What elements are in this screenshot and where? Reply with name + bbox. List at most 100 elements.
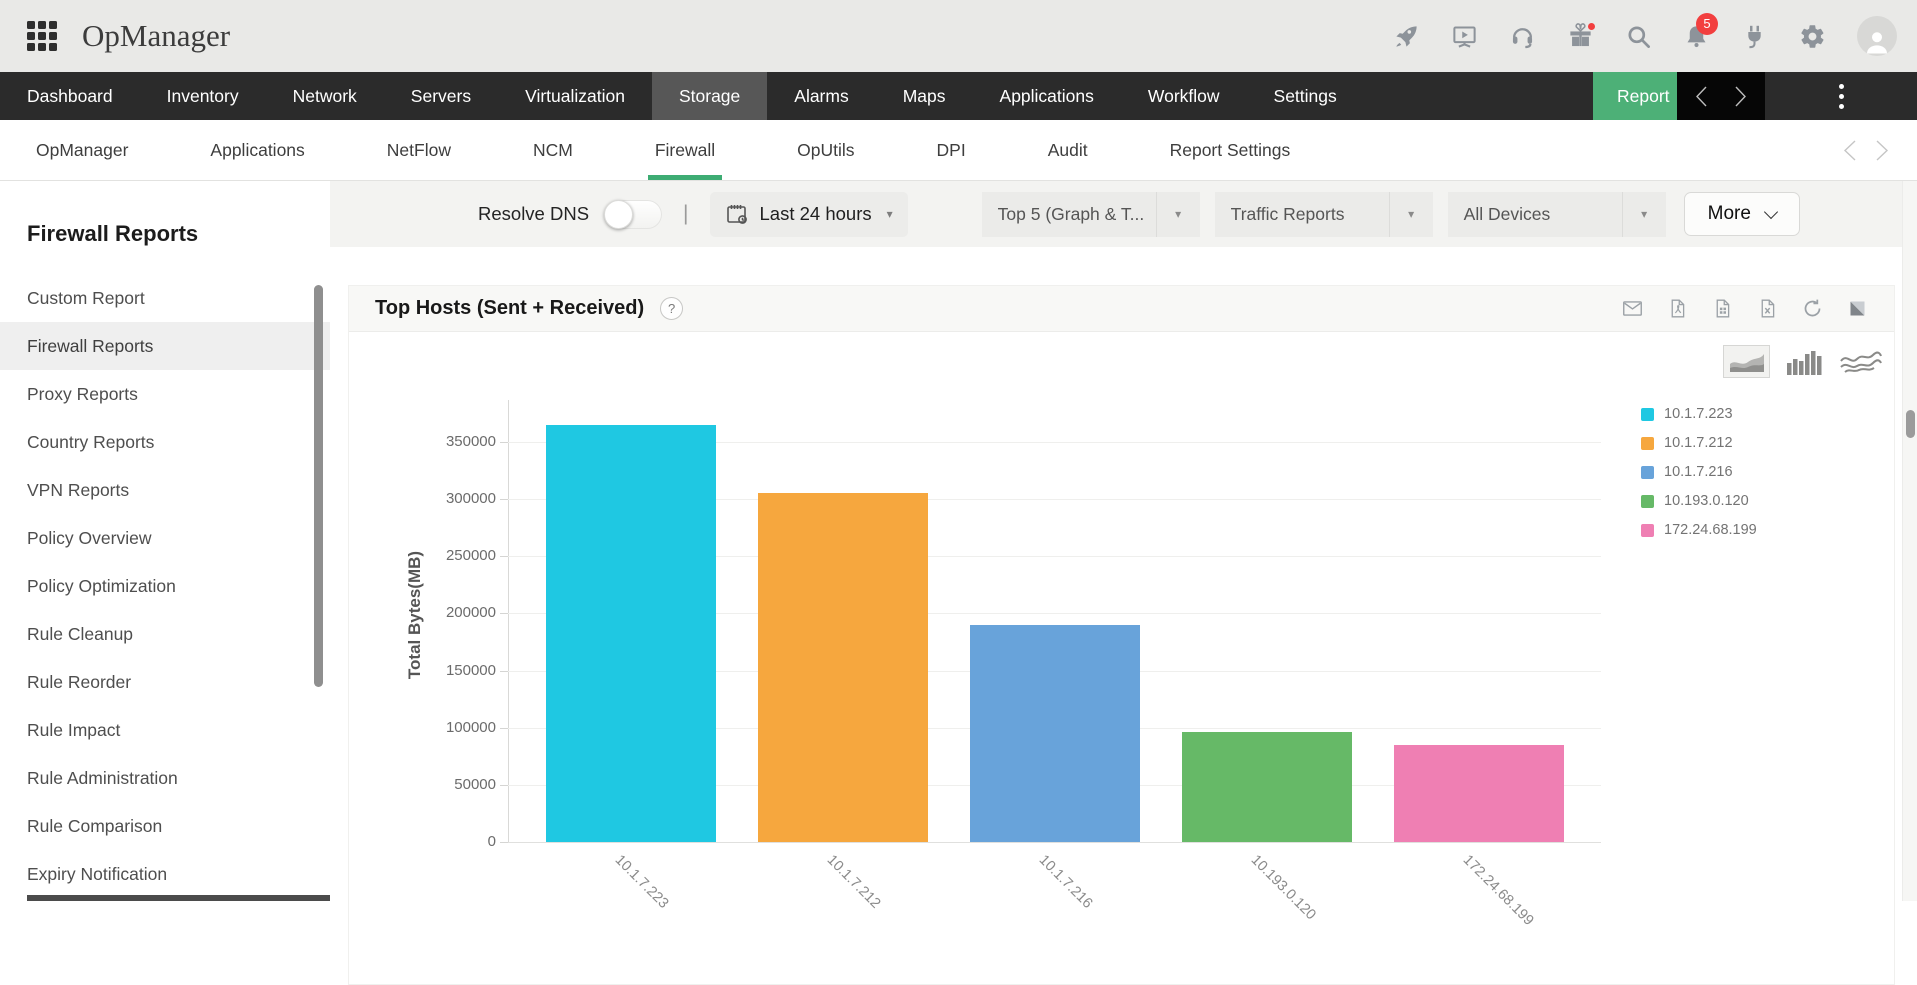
header-icon-bar: 5	[1393, 12, 1897, 56]
sidebar-item-rule-impact[interactable]: Rule Impact	[27, 719, 121, 740]
sidebar-item-firewall-reports[interactable]: Firewall Reports	[0, 322, 330, 370]
plugin-icon[interactable]	[1741, 23, 1768, 50]
y-tick-mark	[500, 499, 508, 501]
app-launcher-grid-icon[interactable]	[27, 21, 57, 51]
chart-bar-10.1.7.212[interactable]	[758, 493, 928, 842]
legend-item-10.1.7.212[interactable]: 10.1.7.212	[1641, 435, 1757, 451]
sidebar-item-rule-reorder[interactable]: Rule Reorder	[27, 671, 132, 692]
nav-item-virtualization[interactable]: Virtualization	[525, 85, 625, 106]
bar-chart-type-icon[interactable]	[1787, 349, 1823, 375]
app-title: OpManager	[82, 18, 231, 53]
more-button[interactable]: More	[1683, 192, 1800, 236]
collapse-widget-icon[interactable]	[1847, 298, 1868, 319]
chart-bar-172.24.68.199[interactable]	[1394, 744, 1564, 842]
email-report-icon[interactable]	[1622, 298, 1643, 319]
chart-bar-10.1.7.223[interactable]	[546, 424, 716, 842]
nav-item-report[interactable]: Report	[1593, 72, 1677, 120]
nav-item-storage[interactable]: Storage	[651, 72, 768, 120]
sidebar-item-policy-optimization[interactable]: Policy Optimization	[27, 575, 176, 596]
subnav-item-opmanager[interactable]: OpManager	[36, 139, 129, 160]
sidebar-item-vpn-reports[interactable]: VPN Reports	[27, 479, 130, 500]
subnav-scroll-right-icon[interactable]	[1875, 139, 1889, 162]
subnav-item-ncm[interactable]: NCM	[532, 139, 573, 160]
nav-item-maps[interactable]: Maps	[902, 85, 946, 106]
sidebar-list: Custom Report Firewall Reports Proxy Rep…	[0, 274, 330, 898]
subnav-item-firewall[interactable]: Firewall	[647, 120, 723, 180]
y-tick-mark	[500, 670, 508, 672]
subnav-item-audit[interactable]: Audit	[1047, 139, 1088, 160]
nav-item-applications[interactable]: Applications	[999, 85, 1094, 106]
filter-separator: |	[683, 202, 689, 225]
resolve-dns-toggle[interactable]	[604, 199, 663, 229]
nav-item-network[interactable]: Network	[292, 85, 357, 106]
sidebar-item-expiry-notification[interactable]: Expiry Notification	[27, 863, 168, 884]
sidebar-item-rule-administration[interactable]: Rule Administration	[27, 767, 178, 788]
sidebar-item-country-reports[interactable]: Country Reports	[27, 431, 155, 452]
gridline	[508, 613, 1601, 615]
legend-item-10.193.0.120[interactable]: 10.193.0.120	[1641, 493, 1757, 509]
subnav-scroll-left-icon[interactable]	[1843, 139, 1857, 162]
report-type-value: Traffic Reports	[1230, 203, 1345, 224]
getting-started-rocket-icon[interactable]	[1393, 23, 1420, 50]
support-headset-icon[interactable]	[1509, 23, 1536, 50]
nav-overflow-menu-icon[interactable]	[1765, 72, 1917, 120]
report-panel-header: Top Hosts (Sent + Received) ?	[349, 286, 1894, 332]
legend-item-10.1.7.216[interactable]: 10.1.7.216	[1641, 464, 1757, 480]
subnav-item-report-settings[interactable]: Report Settings	[1169, 139, 1291, 160]
y-tick-label: 150000	[445, 661, 496, 679]
report-type-dropdown[interactable]: Traffic Reports ▾	[1214, 191, 1433, 237]
export-spreadsheet-icon[interactable]	[1712, 298, 1733, 319]
nav-item-alarms[interactable]: Alarms	[794, 85, 849, 106]
sidebar-item-proxy-reports[interactable]: Proxy Reports	[27, 383, 138, 404]
search-icon[interactable]	[1625, 23, 1652, 50]
legend-label: 10.1.7.216	[1664, 464, 1733, 480]
legend-item-10.1.7.223[interactable]: 10.1.7.223	[1641, 406, 1757, 422]
help-icon[interactable]: ?	[660, 297, 684, 320]
nav-item-dashboard[interactable]: Dashboard	[27, 85, 113, 106]
stream-chart-type-icon[interactable]	[1840, 349, 1882, 375]
sidebar-scrollbar-thumb[interactable]	[314, 285, 323, 687]
chart-legend: 10.1.7.223 10.1.7.212 10.1.7.216 10.193.0.1…	[1641, 406, 1757, 538]
whats-new-gift-icon[interactable]	[1567, 22, 1595, 50]
report-type-caret-icon: ▾	[1388, 191, 1433, 237]
legend-swatch	[1641, 407, 1654, 421]
top-n-dropdown[interactable]: Top 5 (Graph & T... ▾	[981, 191, 1200, 237]
y-tick-mark	[500, 556, 508, 558]
area-chart-type-icon[interactable]	[1723, 345, 1770, 378]
sidebar-item-rule-cleanup[interactable]: Rule Cleanup	[27, 623, 134, 644]
nav-scroll-right-icon[interactable]	[1734, 85, 1747, 108]
sidebar-item-policy-overview[interactable]: Policy Overview	[27, 527, 152, 548]
subnav-item-oputils[interactable]: OpUtils	[797, 139, 855, 160]
nav-item-servers[interactable]: Servers	[410, 85, 472, 106]
export-pdf-icon[interactable]	[1667, 298, 1688, 319]
nav-item-inventory[interactable]: Inventory	[166, 85, 239, 106]
sidebar-bottom-scrollbar[interactable]	[27, 895, 330, 901]
subnav-item-applications[interactable]: Applications	[210, 139, 305, 160]
top-n-caret-icon: ▾	[1155, 191, 1200, 237]
sidebar-item-custom-report[interactable]: Custom Report	[27, 287, 145, 308]
training-video-icon[interactable]	[1451, 23, 1478, 50]
device-dropdown[interactable]: All Devices ▾	[1447, 191, 1666, 237]
sidebar-title: Firewall Reports	[27, 221, 199, 246]
export-excel-icon[interactable]	[1757, 298, 1778, 319]
page-scrollbar-thumb[interactable]	[1906, 410, 1915, 438]
x-tick-label: 10.193.0.120	[1247, 852, 1319, 924]
notification-bell-icon[interactable]: 5	[1683, 12, 1718, 50]
export-icon-bar	[1622, 298, 1868, 319]
calendar-icon	[726, 205, 747, 224]
subnav-item-dpi[interactable]: DPI	[936, 139, 966, 160]
legend-item-172.24.68.199[interactable]: 172.24.68.199	[1641, 522, 1757, 538]
sidebar-item-rule-comparison[interactable]: Rule Comparison	[27, 815, 163, 836]
subnav-item-netflow[interactable]: NetFlow	[386, 139, 451, 160]
time-range-picker[interactable]: Last 24 hours ▾	[709, 191, 908, 237]
resolve-dns-label: Resolve DNS	[478, 203, 590, 224]
nav-scroll-left-icon[interactable]	[1695, 85, 1708, 108]
chart-bar-10.1.7.216[interactable]	[970, 624, 1140, 842]
user-avatar[interactable]	[1857, 16, 1897, 56]
settings-gear-icon[interactable]	[1799, 23, 1826, 50]
nav-item-settings[interactable]: Settings	[1273, 85, 1337, 106]
refresh-icon[interactable]	[1802, 298, 1823, 319]
nav-item-workflow[interactable]: Workflow	[1147, 85, 1220, 106]
chart-panel-body: Total Bytes(MB) 0 50000 100000 150000 200000…	[349, 332, 1894, 982]
chart-bar-10.193.0.120[interactable]	[1182, 732, 1352, 842]
